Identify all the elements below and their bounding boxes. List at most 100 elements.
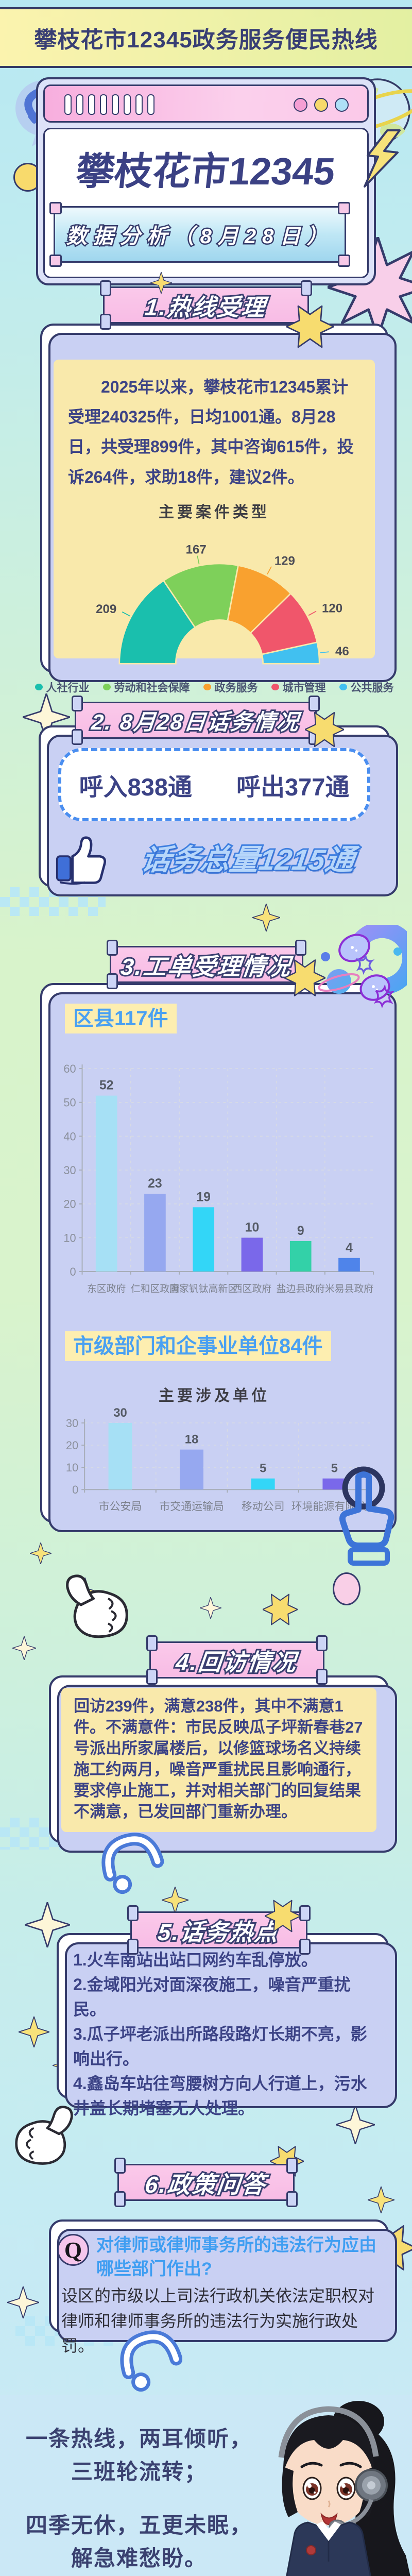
svg-text:市公安局: 市公安局 — [99, 1501, 142, 1513]
tap-hand-icon — [339, 1466, 394, 1566]
banner-peg — [72, 729, 83, 745]
window-dot-pink — [294, 98, 307, 112]
titlebar-slot — [147, 94, 154, 115]
hot-topic-item: 4.鑫岛车站往弯腰树方向人行道上，污水井盖长期堵塞无人处理。 — [73, 2074, 367, 2117]
titlebar-slot — [76, 94, 83, 115]
selection-handle — [49, 202, 62, 214]
svg-text:52: 52 — [99, 1079, 114, 1093]
banner-policy-qa: 6.政策问答 — [114, 2158, 298, 2207]
svg-text:0: 0 — [70, 1265, 76, 1278]
banner-4-label: 4.回访情况 — [173, 1648, 300, 1677]
svg-text:20: 20 — [63, 1198, 76, 1211]
gauge-legend-item: 政务服务 — [203, 680, 258, 695]
call-counts-box: 呼入838通 呼出377通 — [58, 748, 370, 821]
q-badge: Q — [57, 2234, 89, 2266]
white-sparkle-icon — [7, 2286, 39, 2318]
call-total: 话务总量1215通 — [138, 842, 358, 877]
sparkle-icon — [19, 2016, 49, 2047]
svg-text:120: 120 — [322, 601, 342, 615]
banner-call-traffic: 2. 8月28日话务情况 — [72, 696, 320, 745]
banner-callback: 4.回访情况 — [146, 1635, 328, 1685]
banner-3-label: 3.工单受理情况 — [118, 952, 295, 981]
hero-date-box: 数据分析（8月28日） — [49, 202, 350, 267]
banner-peg — [295, 940, 306, 956]
qa-answer: 设区的市级以上司法行政机关依法定职权对律师和律师事务所的违法行为实施行政处罚。 — [61, 2286, 375, 2355]
handset-3d-icon — [318, 925, 407, 1009]
banner-work-orders: 3.工单受理情况 — [107, 940, 306, 989]
footer-line: 解急难愁盼。 — [71, 2546, 207, 2570]
svg-text:东区政府: 东区政府 — [87, 1283, 126, 1294]
banner-5-label: 5.话务热点 — [155, 1918, 282, 1947]
card-policy-qa: Q 对律师或律师事务所的违法行为应由哪些部门作出? 设区的市级以上司法行政机关依… — [49, 2219, 389, 2355]
white-sparkle-icon — [25, 1902, 70, 1947]
selection-handle — [49, 255, 62, 267]
banner-peg — [107, 940, 118, 956]
phone-receiver-icon — [120, 2330, 182, 2392]
card-call-traffic: 呼入838通 呼出377通 话务总量1215通 — [39, 725, 390, 887]
banner-peg — [100, 280, 111, 296]
svg-text:0: 0 — [72, 1483, 78, 1496]
titlebar-slot — [135, 94, 143, 115]
white-sparkle-icon — [23, 693, 70, 741]
card-hotline-acceptance: 2025年以来，攀枝花市12345累计受理240325件，日均1001通。8月2… — [35, 324, 394, 694]
sparkle-icon — [150, 272, 172, 294]
svg-text:60: 60 — [63, 1062, 76, 1075]
hero-window: 攀枝花市12345 数据分析（8月28日） — [36, 77, 376, 285]
page-title: 攀枝花市12345政务服务便民热线 — [34, 27, 378, 53]
svg-text:30: 30 — [63, 1164, 76, 1177]
banner-peg — [146, 1635, 158, 1651]
selection-handle — [338, 255, 350, 267]
banner-peg — [299, 1905, 311, 1921]
window-dot-yellow — [314, 98, 328, 112]
callback-paragraph: 回访239件，满意238件，其中不满意1件。不满意件：市民反映瓜子坪新春巷27号… — [74, 1697, 363, 1821]
hero-title: 攀枝花市12345 — [74, 150, 337, 193]
hotline-paragraph: 2025年以来，攀枝花市12345累计受理240325件，日均1001通。8月2… — [68, 378, 354, 486]
svg-text:5: 5 — [331, 1462, 338, 1476]
gauge-legend-item: 人社行业 — [35, 680, 90, 695]
svg-text:10: 10 — [66, 1461, 78, 1474]
card-hot-topics: 1.火车南站出站口网约车乱停放。 2.金域阳光对面深夜施工，噪音严重扰民。 3.… — [57, 1933, 389, 2117]
hotline-panel: 2025年以来，攀枝花市12345累计受理240325件，日均1001通。8月2… — [35, 360, 394, 694]
svg-text:46: 46 — [335, 645, 349, 658]
banner-peg — [316, 1669, 328, 1685]
banner-peg — [114, 2191, 126, 2207]
footer-line: 三班轮流转； — [71, 2460, 207, 2484]
gauge-chart-title: 主要案件类型 — [159, 503, 270, 521]
sparkle-icon — [12, 1636, 36, 1660]
dept-heading: 市级部门和企事业单位84件 — [65, 1331, 331, 1361]
svg-text:西区政府: 西区政府 — [233, 1283, 271, 1294]
svg-text:10: 10 — [245, 1221, 260, 1234]
case-type-gauge-chart: 209 167 129 120 46 — [96, 543, 349, 665]
banner-peg — [107, 973, 118, 989]
banner-peg — [301, 280, 312, 296]
sparkle-icon — [200, 1597, 221, 1619]
legend-dot-icon — [35, 684, 43, 691]
yellow-star-icon — [284, 959, 325, 996]
sparkle-icon — [368, 2187, 394, 2213]
banner-hotline-acceptance: 1.热线受理 — [100, 280, 312, 330]
svg-text:40: 40 — [63, 1130, 76, 1143]
sparkle-icon — [30, 1543, 52, 1564]
gauge-legend-item: 公共服务 — [339, 680, 394, 695]
svg-text:盐边县政府: 盐边县政府 — [277, 1283, 325, 1294]
hot-topics-list: 1.火车南站出站口网约车乱停放。 2.金域阳光对面深夜施工，噪音严重扰民。 3.… — [59, 1935, 387, 2133]
thumbs-up-icon — [56, 836, 106, 885]
banner-peg — [127, 1939, 139, 1955]
svg-text:5: 5 — [260, 1462, 266, 1476]
legend-dot-icon — [271, 684, 279, 691]
banner-2-label: 2. 8月28日话务情况 — [89, 708, 303, 736]
hot-topic-item: 1.火车南站出站口网约车乱停放。 — [73, 1951, 318, 1969]
titlebar-slot — [100, 94, 107, 115]
phone-receiver-icon — [101, 1833, 164, 1894]
svg-text:209: 209 — [96, 602, 116, 616]
svg-text:市交通运输局: 市交通运输局 — [159, 1501, 224, 1513]
county-bar-chart: 0 10 20 30 40 50 60 52 东区政府 23 仁和区政府 19 国家钒钛高新区 10 西区政… — [63, 1062, 374, 1294]
window-dot-blue — [335, 98, 349, 112]
hot-topic-item: 2.金域阳光对面深夜施工，噪音严重扰民。 — [73, 1975, 351, 2019]
svg-text:移动公司: 移动公司 — [242, 1501, 285, 1513]
hero-subtitle: 数据分析（8月28日） — [65, 224, 334, 249]
yellow-star-icon — [265, 1900, 301, 1933]
selection-handle — [338, 202, 350, 214]
banner-peg — [114, 2158, 126, 2174]
